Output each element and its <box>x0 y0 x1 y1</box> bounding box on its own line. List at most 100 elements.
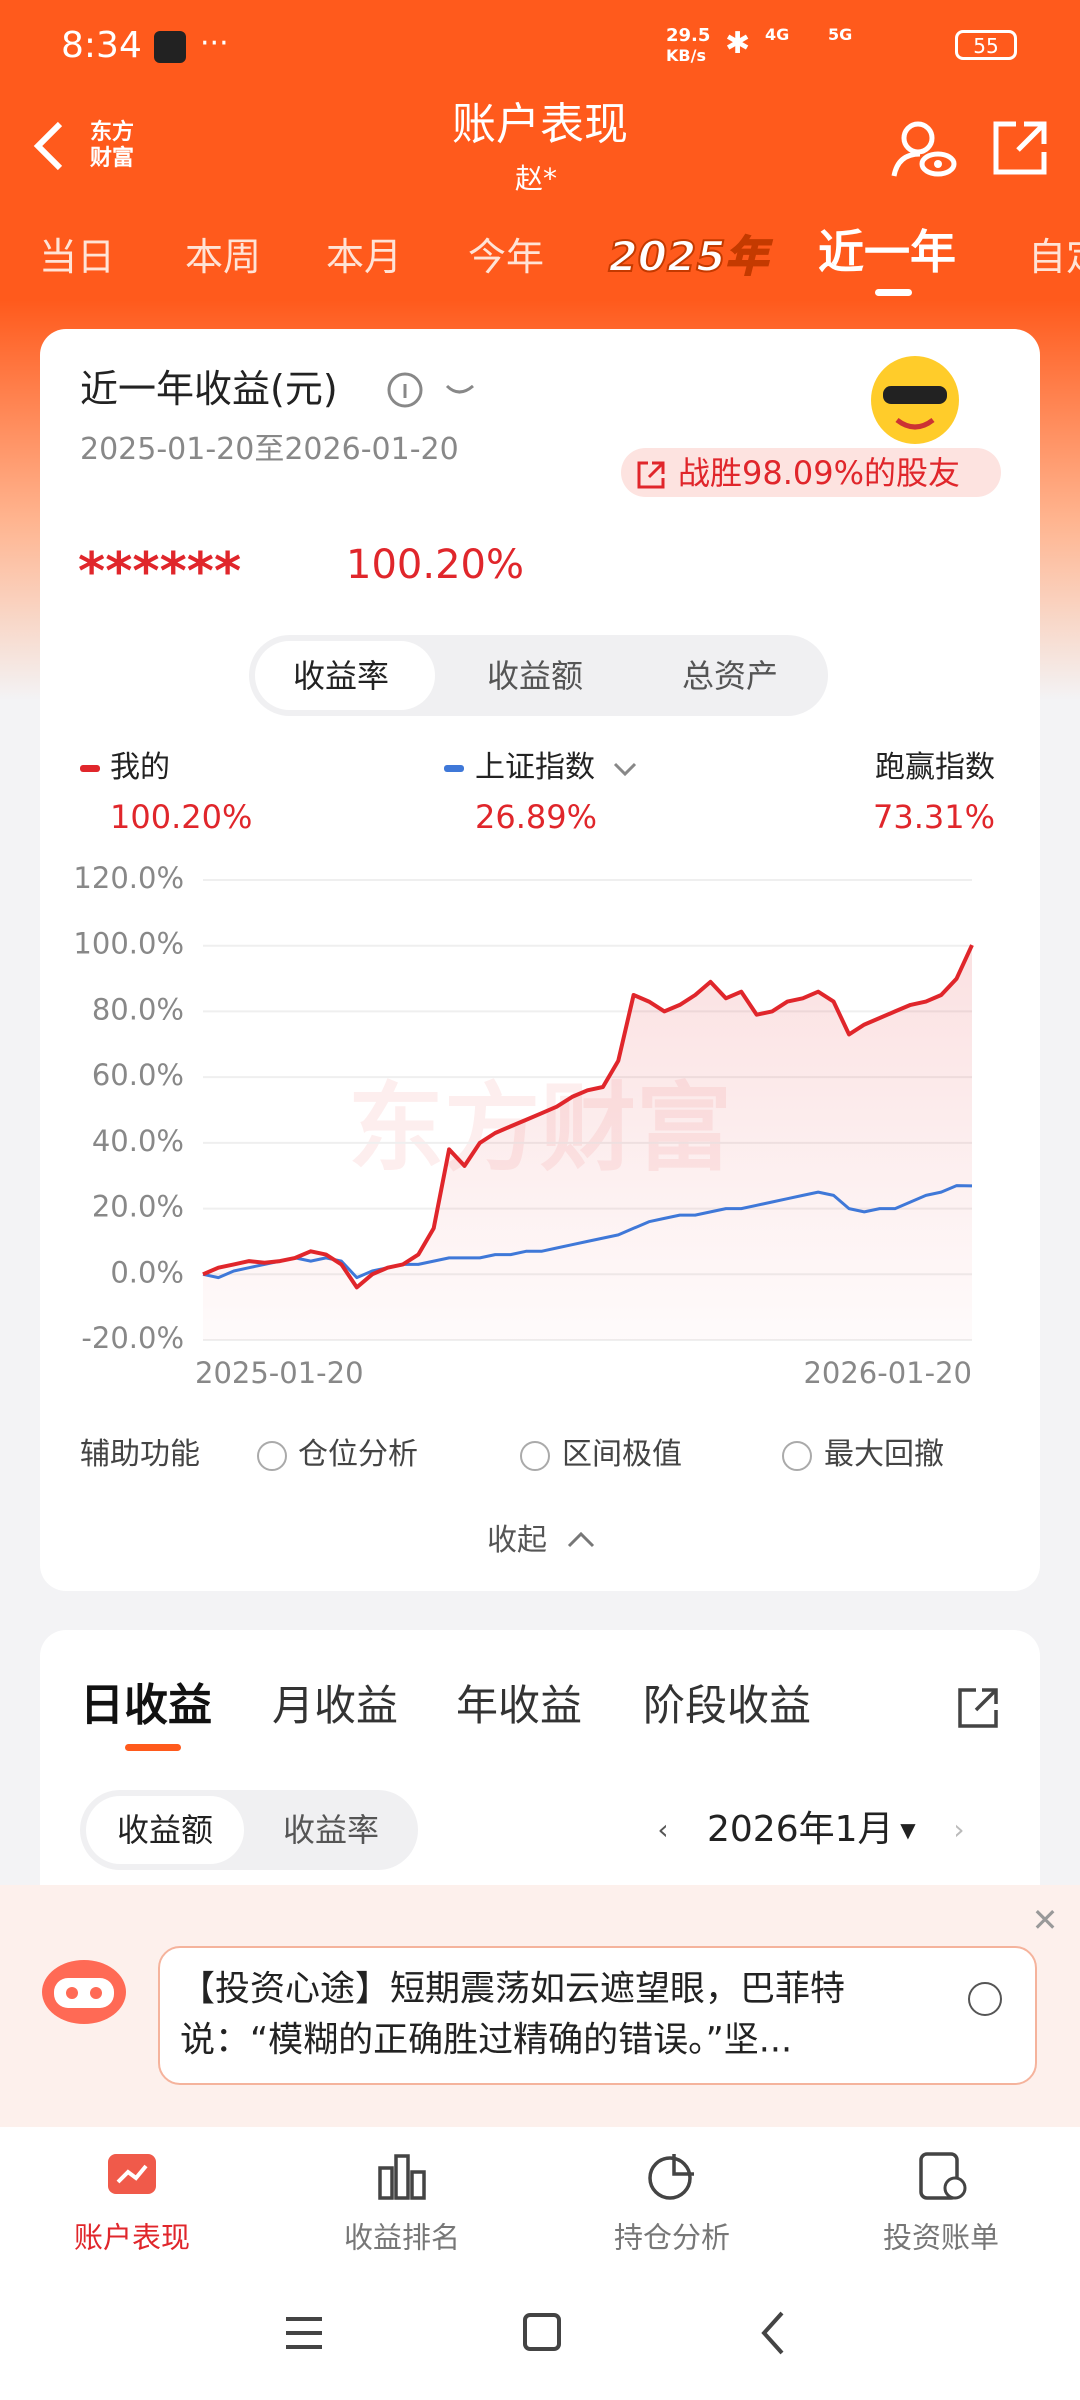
logo: 财富 <box>90 146 135 171</box>
time: 8:34 <box>61 25 142 66</box>
y-tick-label: -20.0% <box>81 1321 184 1355</box>
returns-tab-active[interactable]: 日收益 <box>80 1680 212 1731</box>
radio[interactable] <box>782 1441 812 1471</box>
month-caret[interactable]: ▼ <box>900 1818 916 1842</box>
outperform-name: 跑赢指数 <box>875 750 995 785</box>
tip-text: 【投资心途】短期震荡如云遮望眼，巴菲特 <box>180 1969 846 2010</box>
y-tick-label: 0.0% <box>110 1255 184 1289</box>
segment-selected <box>255 641 435 710</box>
nav-label[interactable]: 持仓分析 <box>613 2220 731 2255</box>
logo: 东方 <box>90 120 135 145</box>
info-eye-icons[interactable] <box>385 370 475 410</box>
radio[interactable] <box>257 1441 287 1471</box>
nav-icon[interactable] <box>646 2150 698 2202</box>
x-tick-label: 2026-01-20 <box>803 1356 972 1390</box>
radio[interactable] <box>520 1441 550 1471</box>
period-tab[interactable]: 本月 <box>325 235 403 279</box>
tool-option[interactable]: 区间极值 <box>562 1437 682 1472</box>
period-tab[interactable]: 当日 <box>38 235 116 279</box>
masked-amount: ****** <box>78 542 242 602</box>
summary-card <box>40 329 1040 1591</box>
nav-label-active[interactable]: 账户表现 <box>73 2220 191 2255</box>
nav-icon[interactable] <box>376 2150 428 2202</box>
y-tick-label: 20.0% <box>92 1190 184 1224</box>
date-range: 2025-01-20至2026-01-20 <box>80 432 459 467</box>
legend-swatch <box>80 765 100 772</box>
y-tick-label: 100.0% <box>73 927 184 961</box>
battery-level: 55 <box>973 34 999 58</box>
area-fill <box>203 945 972 1340</box>
outperform-value: 73.31% <box>872 798 995 836</box>
signal-5g: 5G <box>828 25 853 44</box>
account-name: 赵* <box>514 162 558 195</box>
prev-month[interactable]: ‹ <box>657 1813 669 1846</box>
rank-text: 战胜98.09%的股友 <box>678 454 961 492</box>
segment-selected <box>86 1796 244 1864</box>
mascot <box>871 356 959 444</box>
back-icon[interactable] <box>30 118 70 174</box>
segment[interactable]: 收益率 <box>292 657 390 695</box>
tab-indicator <box>875 289 912 296</box>
collapse-icon[interactable] <box>566 1530 596 1550</box>
month-picker[interactable]: 2026年1月 <box>707 1809 894 1850</box>
net-unit: KB/s <box>666 46 706 65</box>
period-tab[interactable]: 今年 <box>467 235 545 279</box>
x-tick-label: 2025-01-20 <box>195 1356 364 1390</box>
legend-value: 26.89% <box>475 798 598 836</box>
more-dots: ··· <box>200 26 229 61</box>
collapse[interactable]: 收起 <box>487 1523 547 1558</box>
y-tick-label: 40.0% <box>92 1124 184 1158</box>
bottom-bar <box>0 2127 1080 2400</box>
returns-tab[interactable]: 阶段收益 <box>643 1681 812 1730</box>
y-tick-label: 60.0% <box>92 1058 184 1092</box>
segment[interactable]: 收益额 <box>116 1811 214 1849</box>
share-icon[interactable] <box>990 118 1050 178</box>
battery <box>955 30 1017 60</box>
returns-tab[interactable]: 月收益 <box>272 1681 399 1730</box>
returns-card <box>40 1630 1040 1930</box>
nav-label[interactable]: 投资账单 <box>882 2220 1000 2255</box>
period-tab[interactable]: 本周 <box>184 235 262 279</box>
share-icon[interactable] <box>956 1686 1002 1730</box>
system-nav[interactable] <box>280 2305 800 2361</box>
net-speed: 29.5 <box>666 25 711 46</box>
tip-text: 说：“模糊的正确胜过精确的错误。”坚... <box>180 2020 793 2061</box>
return-rate: 100.20% <box>346 542 524 588</box>
period-tab-active[interactable]: 近一年 <box>818 225 956 279</box>
assistant-avatar <box>42 1960 126 2024</box>
series-line <box>202 944 974 1290</box>
next-month[interactable]: › <box>953 1813 965 1846</box>
y-tick-label: 120.0% <box>73 861 184 895</box>
bluetooth: ✱ <box>725 26 751 61</box>
expand-icon[interactable] <box>968 1982 1002 2016</box>
returns-tab[interactable]: 年收益 <box>456 1681 583 1730</box>
nav-icon[interactable] <box>915 2150 967 2202</box>
legend-swatch <box>444 765 464 772</box>
tab-indicator <box>125 1744 181 1751</box>
user-eye-icon[interactable] <box>890 118 960 182</box>
signal-4g: 4G <box>765 25 790 44</box>
app-icon <box>154 31 186 63</box>
segment[interactable]: 收益率 <box>282 1811 380 1849</box>
nav-icon[interactable] <box>106 2150 158 2202</box>
dropdown-icon[interactable] <box>612 760 638 778</box>
rank-badge[interactable] <box>621 448 1001 497</box>
period-tab[interactable]: 自定 <box>1028 235 1080 279</box>
segment[interactable]: 收益额 <box>486 657 584 695</box>
tip-bubble[interactable] <box>158 1946 1037 2085</box>
y-tick-label: 80.0% <box>92 992 184 1026</box>
page-title: 账户表现 <box>452 99 628 150</box>
close-tip[interactable]: ✕ <box>1031 1901 1059 1939</box>
tool-option[interactable]: 仓位分析 <box>298 1437 418 1472</box>
tools-label: 辅助功能 <box>80 1437 200 1472</box>
tool-option[interactable]: 最大回撤 <box>824 1437 944 1472</box>
legend-name: 我的 <box>110 750 170 785</box>
period-tab[interactable]: 2025年 <box>608 232 769 281</box>
legend-value: 100.20% <box>110 798 253 836</box>
segment[interactable]: 总资产 <box>681 657 779 695</box>
legend-name[interactable]: 上证指数 <box>475 750 595 785</box>
nav-label[interactable]: 收益排名 <box>343 2220 461 2255</box>
summary-title: 近一年收益(元) <box>80 367 338 411</box>
